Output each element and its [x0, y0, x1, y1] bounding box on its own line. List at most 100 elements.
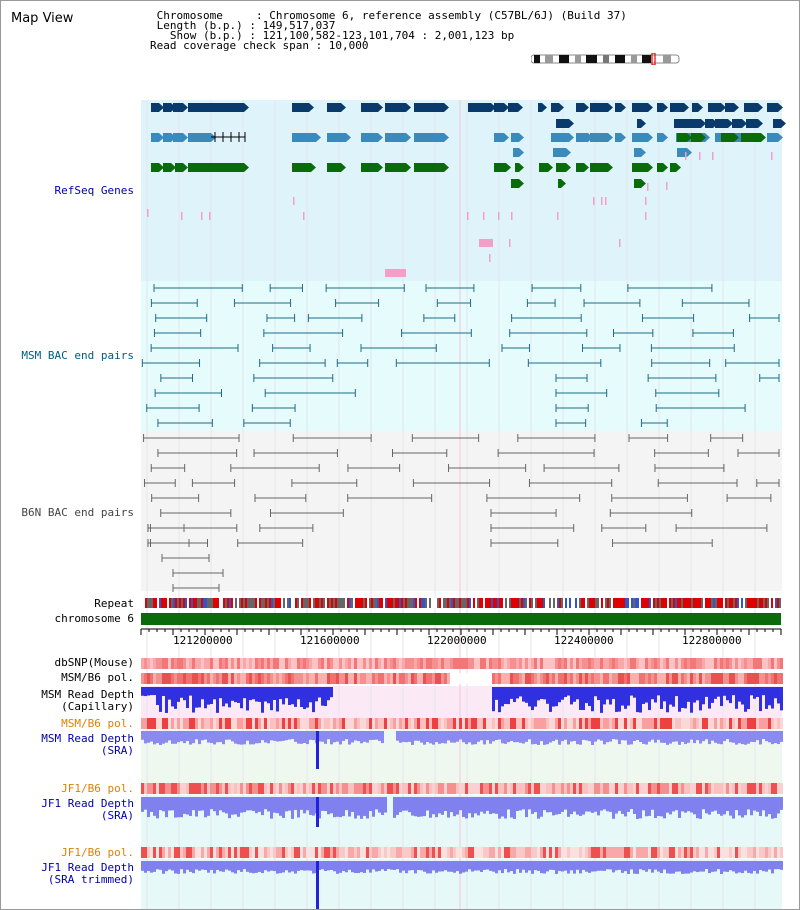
polymorphism-cell: [402, 658, 405, 669]
track-label-chromosome[interactable]: chromosome 6: [54, 612, 134, 625]
repeat-segment: [245, 598, 247, 608]
track-label-msm-depth-capillary[interactable]: MSM Read Depth (Capillary): [41, 688, 134, 713]
polymorphism-cell: [393, 847, 396, 858]
polymorphism-cell: [387, 658, 390, 669]
repeat-segment: [477, 598, 479, 608]
read-depth-bar: [684, 797, 687, 813]
polymorphism-cell: [645, 658, 648, 669]
track-label-jf1-depth-sra[interactable]: JF1 Read Depth (SRA): [41, 797, 134, 822]
polymorphism-cell: [450, 783, 453, 794]
polymorphism-cell: [300, 783, 303, 794]
track-label-dbsnp[interactable]: dbSNP(Mouse): [54, 656, 134, 669]
gene-block: [385, 103, 406, 112]
polymorphism-cell: [555, 847, 558, 858]
repeat-segment: [303, 598, 305, 608]
polymorphism-cell: [213, 658, 216, 669]
polymorphism-cell: [693, 783, 696, 794]
polymorphism-cell: [285, 783, 288, 794]
read-depth-bar: [780, 687, 783, 711]
polymorphism-cell: [315, 658, 318, 669]
polymorphism-cell: [384, 658, 387, 669]
track-label-msm-bac[interactable]: MSM BAC end pairs: [21, 349, 134, 362]
polymorphism-cell: [207, 673, 210, 684]
read-depth-bar: [207, 731, 210, 743]
polymorphism-cell: [573, 783, 576, 794]
polymorphism-cell: [735, 673, 738, 684]
track-label-jf1-b6-pol[interactable]: JF1/B6 pol.: [61, 782, 134, 795]
b6n-bac-track-bg: [141, 431, 782, 591]
polymorphism-cell: [147, 658, 150, 669]
polymorphism-cell: [405, 783, 408, 794]
polymorphism-cell: [219, 847, 222, 858]
track-label-repeat[interactable]: Repeat: [94, 597, 134, 610]
polymorphism-cell: [234, 847, 237, 858]
polymorphism-cell: [327, 673, 330, 684]
polymorphism-cell: [594, 783, 597, 794]
polymorphism-cell: [459, 783, 462, 794]
read-depth-bar: [192, 731, 195, 744]
polymorphism-cell: [333, 658, 336, 669]
polymorphism-cell: [210, 783, 213, 794]
polymorphism-cell: [756, 783, 759, 794]
repeat-segment: [409, 598, 411, 608]
read-depth-bar: [495, 797, 498, 814]
gene-block: [414, 163, 444, 172]
repeat-segment: [379, 598, 381, 608]
track-label-jf1-depth-trimmed[interactable]: JF1 Read Depth (SRA trimmed): [41, 861, 134, 886]
read-depth-bar: [567, 731, 570, 745]
read-depth-bar: [510, 687, 513, 699]
gene-block: [508, 103, 518, 112]
polymorphism-cell: [735, 783, 738, 794]
polymorphism-cell: [738, 847, 741, 858]
polymorphism-cell: [366, 847, 369, 858]
read-depth-bar: [447, 861, 450, 872]
polymorphism-cell: [285, 847, 288, 858]
track-label-jf1-b6-pol-2[interactable]: JF1/B6 pol.: [61, 846, 134, 859]
pink-feature: [771, 152, 773, 160]
polymorphism-cell: [270, 847, 273, 858]
read-depth-bar: [258, 731, 261, 744]
polymorphism-cell: [198, 847, 201, 858]
repeat-segment: [703, 598, 705, 608]
polymorphism-cell: [726, 783, 729, 794]
polymorphism-cell: [387, 673, 390, 684]
polymorphism-cell: [318, 847, 321, 858]
read-depth-bar: [246, 861, 249, 872]
track-label-msm-b6-pol[interactable]: MSM/B6 pol.: [61, 671, 134, 684]
polymorphism-cell: [669, 783, 672, 794]
polymorphism-cell: [636, 847, 639, 858]
read-depth-bar: [276, 797, 279, 814]
gene-arrow: [244, 163, 249, 172]
polymorphism-cell: [564, 658, 567, 669]
polymorphism-cell: [291, 673, 294, 684]
read-depth-bar: [222, 687, 225, 707]
track-label-msm-depth-sra[interactable]: MSM Read Depth (SRA): [41, 732, 134, 757]
repeat-segment: [677, 598, 679, 608]
repeat-segment: [341, 598, 343, 608]
polymorphism-cell: [387, 847, 390, 858]
chromosome-ideogram[interactable]: [531, 53, 681, 65]
track-label-b6n-bac[interactable]: B6N BAC end pairs: [21, 506, 134, 519]
read-depth-bar: [225, 861, 228, 870]
gene-block: [163, 133, 171, 142]
polymorphism-cell: [252, 658, 255, 669]
gene-arrow: [309, 103, 314, 112]
repeat-segment: [421, 598, 423, 608]
read-depth-bar: [162, 797, 165, 812]
gene-arrow: [506, 163, 511, 172]
polymorphism-cell: [177, 847, 180, 858]
read-depth-bar: [768, 797, 771, 815]
polymorphism-cell: [645, 783, 648, 794]
read-depth-bar: [483, 797, 486, 814]
track-label-msm-b6-pol-2[interactable]: MSM/B6 pol.: [61, 717, 134, 730]
polymorphism-cell: [735, 718, 738, 729]
read-depth-bar: [693, 797, 696, 815]
read-depth-bar: [195, 861, 198, 870]
read-depth-bar: [543, 731, 546, 745]
polymorphism-cell: [435, 658, 438, 669]
pink-feature: [483, 212, 485, 220]
polymorphism-cell: [333, 847, 336, 858]
track-label-refseq[interactable]: RefSeq Genes: [54, 184, 134, 197]
gene-block: [558, 179, 561, 188]
